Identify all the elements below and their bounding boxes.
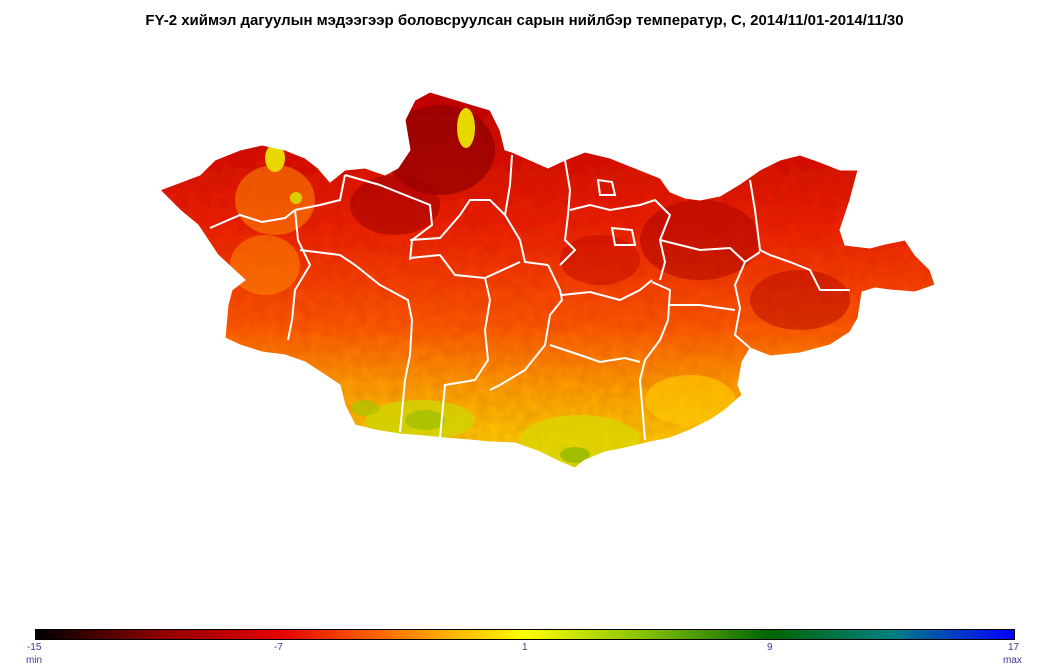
colorbar-tick-label: -15 (27, 642, 42, 653)
temperature-map (159, 91, 936, 469)
colorbar-tick-label: 17 (1008, 642, 1020, 653)
colorbar-tick-label: -7 (274, 642, 283, 653)
colorbar-tick-label: 9 (767, 642, 773, 653)
temperature-field (160, 92, 935, 468)
map-title: FY-2 хиймэл дагуулын мэдээгээр боловсруу… (145, 12, 904, 29)
colorbar-tick-label: 1 (522, 642, 528, 653)
color-scale-bar (35, 629, 1015, 640)
province-boundaries (209, 154, 850, 441)
colorbar-max-label: max (1003, 655, 1022, 666)
colorbar-min-label: min (26, 655, 43, 666)
